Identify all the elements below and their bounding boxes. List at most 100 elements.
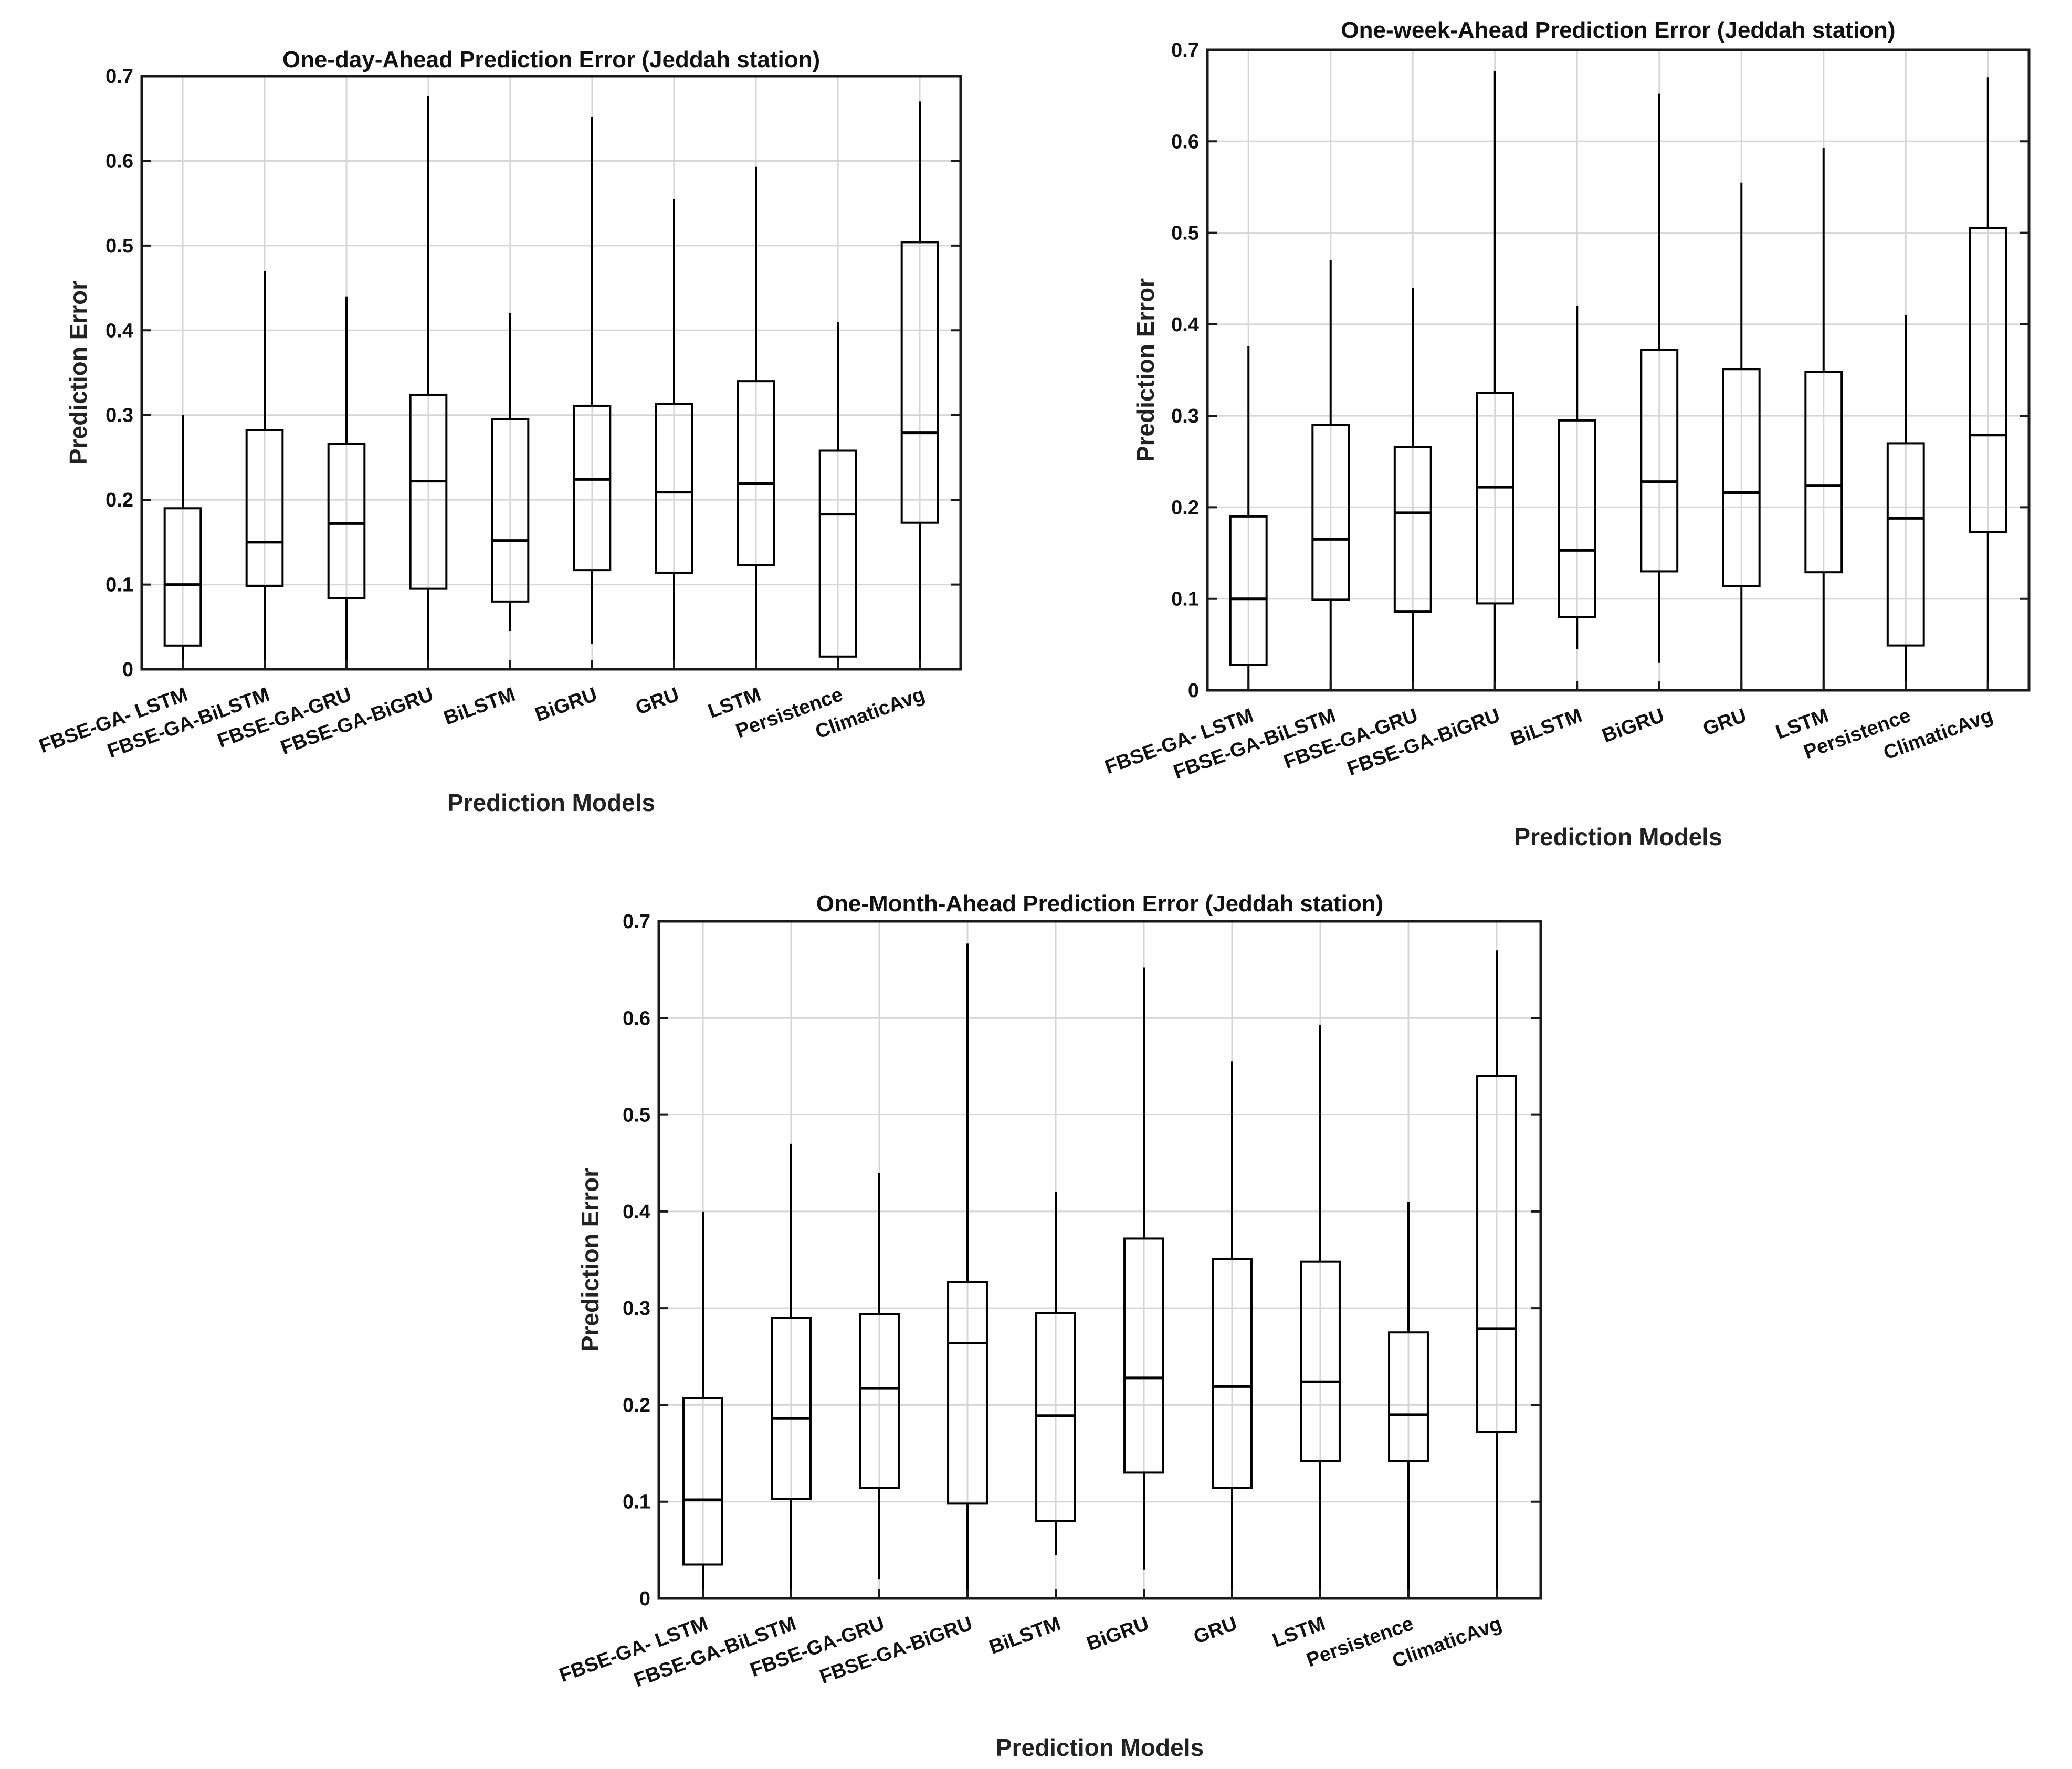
- y-tick-label: 0.4: [1171, 314, 1199, 336]
- box-fbse-ga-gru: [859, 1173, 900, 1580]
- box-climaticavg: [900, 101, 939, 669]
- x-tick-label: GRU: [633, 683, 682, 719]
- box-gru: [1722, 182, 1761, 690]
- y-axis-label: Prediction Error: [576, 1168, 604, 1352]
- y-tick-label: 0.4: [106, 320, 133, 342]
- box-iqr: [771, 1317, 812, 1500]
- y-tick-label: 0.5: [623, 1104, 650, 1126]
- box-persistence: [818, 322, 857, 669]
- box-fbse-ga-bilstm: [245, 271, 284, 669]
- y-tick-label: 0.2: [106, 489, 133, 511]
- y-axis-label: Prediction Error: [1132, 278, 1159, 462]
- box-bilstm: [1558, 306, 1596, 649]
- y-axis-label: Prediction Error: [65, 281, 92, 465]
- y-tick-label: 0.7: [623, 911, 650, 933]
- y-tick-label: 0.7: [1171, 39, 1199, 61]
- box-fbse-ga-gru: [327, 296, 366, 669]
- y-tick-label: 0.2: [1171, 497, 1199, 519]
- x-axis-label: Prediction Models: [447, 789, 655, 816]
- axes-frame: [140, 75, 962, 671]
- box-iqr: [1558, 419, 1596, 618]
- box-iqr: [900, 241, 939, 524]
- chart-title: One-week-Ahead Prediction Error (Jeddah …: [1341, 17, 1895, 43]
- box-fbse-ga-bilstm: [771, 1143, 812, 1598]
- box-iqr: [655, 403, 693, 574]
- box-iqr: [1123, 1237, 1164, 1474]
- x-tick-label: BiGRU: [532, 683, 600, 726]
- box-iqr: [1640, 349, 1679, 573]
- y-tick-label: 0.2: [623, 1394, 650, 1416]
- x-tick-label: FBSE-GA-BiGRU: [817, 1613, 975, 1688]
- y-tick-label: 0.6: [1171, 131, 1199, 153]
- y-tick-label: 0.7: [106, 66, 133, 88]
- x-tick-label: BiLSTM: [986, 1613, 1064, 1659]
- box-iqr: [1804, 371, 1843, 574]
- box-fbse-ga-lstm: [1229, 346, 1268, 690]
- y-tick-label: 0.1: [623, 1491, 650, 1513]
- chart-title: One-Month-Ahead Prediction Error (Jeddah…: [816, 891, 1384, 917]
- y-tick-label: 0.6: [623, 1007, 650, 1029]
- box-bigru: [1640, 93, 1679, 663]
- y-tick-label: 0.5: [106, 235, 133, 257]
- y-tick-label: 0.1: [1171, 588, 1199, 610]
- box-iqr: [818, 449, 857, 658]
- box-fbse-ga-bilstm: [1311, 260, 1350, 690]
- box-iqr: [163, 507, 202, 647]
- y-tick-label: 0.5: [1171, 223, 1199, 245]
- box-fbse-ga-lstm: [682, 1211, 723, 1598]
- x-tick-label: BiLSTM: [1508, 704, 1585, 751]
- box-iqr: [1476, 1075, 1517, 1434]
- box-iqr: [245, 429, 284, 587]
- box-bilstm: [1035, 1192, 1076, 1555]
- y-tick-label: 0.3: [623, 1298, 650, 1320]
- x-axis-label: Prediction Models: [1514, 823, 1722, 850]
- box-iqr: [1886, 442, 1925, 647]
- box-persistence: [1388, 1202, 1429, 1598]
- box-iqr: [1969, 227, 2007, 533]
- box-iqr: [1722, 368, 1761, 587]
- box-gru: [655, 199, 693, 669]
- box-lstm: [737, 166, 775, 669]
- y-tick-label: 0: [1188, 680, 1199, 702]
- y-tick-label: 0.1: [106, 574, 133, 596]
- x-axis-label: Prediction Models: [996, 1734, 1204, 1761]
- x-tick-label: BiLSTM: [441, 683, 518, 730]
- box-bigru: [1123, 967, 1164, 1570]
- box-lstm: [1300, 1025, 1341, 1598]
- box-gru: [1212, 1061, 1253, 1598]
- box-iqr: [1300, 1260, 1341, 1462]
- box-iqr: [573, 404, 612, 572]
- x-tick-label: GRU: [1700, 704, 1750, 740]
- box-iqr: [1311, 424, 1350, 601]
- y-tick-label: 0: [122, 659, 133, 681]
- box-iqr: [1035, 1312, 1076, 1522]
- box-iqr: [682, 1397, 723, 1566]
- plot-area: [142, 76, 961, 669]
- box-iqr: [1212, 1258, 1253, 1489]
- box-iqr: [491, 418, 530, 603]
- box-climaticavg: [1969, 77, 2007, 690]
- box-iqr: [1229, 515, 1268, 666]
- y-tick-label: 0: [639, 1588, 650, 1610]
- box-iqr: [327, 443, 366, 599]
- axes-frame: [657, 920, 1542, 1600]
- box-iqr: [1393, 446, 1432, 613]
- box-bigru: [573, 117, 612, 644]
- y-tick-label: 0.3: [106, 405, 133, 427]
- box-bilstm: [491, 313, 530, 631]
- axes-frame: [1206, 48, 2031, 692]
- box-iqr: [859, 1313, 900, 1489]
- y-tick-label: 0.3: [1171, 405, 1199, 427]
- box-fbse-ga-bigru: [1476, 71, 1514, 690]
- box-climaticavg: [1476, 950, 1517, 1598]
- box-iqr: [409, 393, 448, 590]
- box-lstm: [1804, 148, 1843, 690]
- box-iqr: [947, 1281, 988, 1505]
- chart-title: One-day-Ahead Prediction Error (Jeddah s…: [282, 47, 820, 72]
- x-tick-label: BiGRU: [1599, 704, 1667, 747]
- box-iqr: [737, 380, 775, 566]
- plot-area: [1207, 50, 2029, 690]
- box-fbse-ga-bigru: [409, 96, 448, 669]
